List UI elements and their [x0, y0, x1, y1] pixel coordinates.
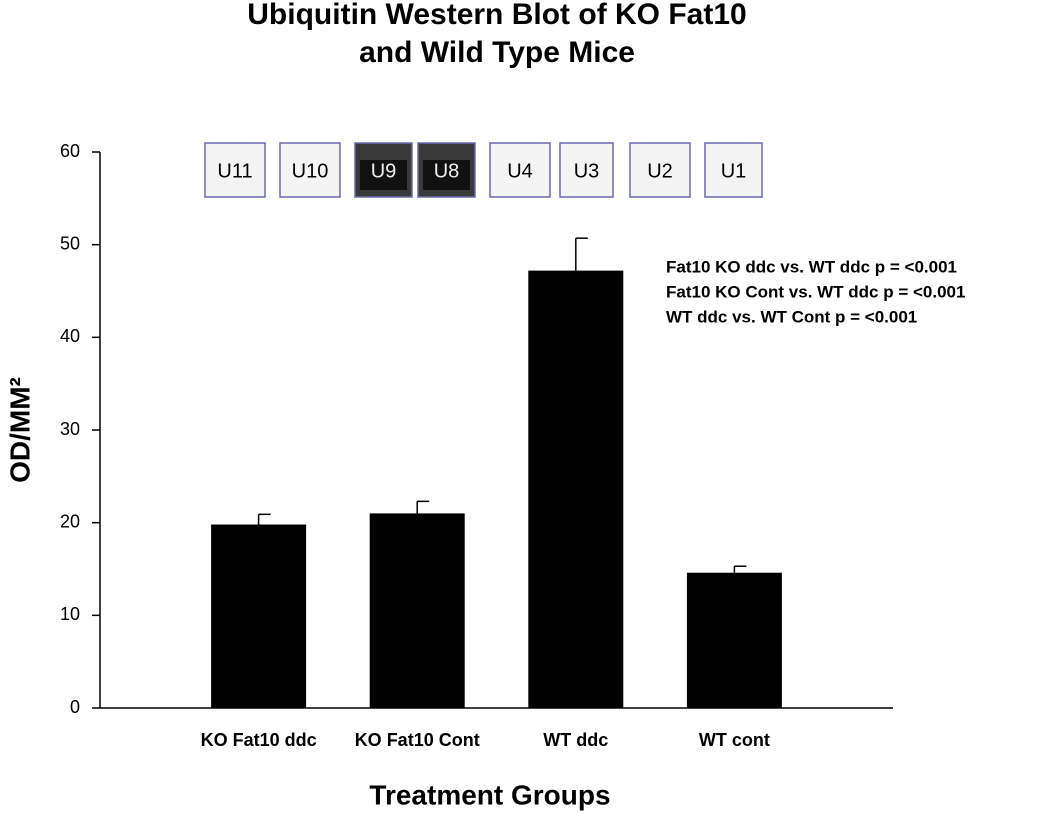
blot-lane	[204, 142, 266, 198]
chart-title: and Wild Type Mice	[359, 36, 635, 69]
bar	[528, 270, 624, 708]
bar	[369, 513, 465, 708]
blot-lane	[704, 142, 763, 198]
blot-label: U4	[507, 160, 533, 182]
y-tick-label: 20	[60, 511, 80, 531]
bar	[686, 572, 782, 708]
blot-lane	[629, 142, 691, 198]
blot-lane	[559, 142, 614, 198]
annotation: Fat10 KO Cont vs. WT ddc p = <0.001	[666, 282, 965, 301]
bar	[211, 524, 307, 708]
annotation: WT ddc vs. WT Cont p = <0.001	[666, 307, 917, 326]
blot-label: U1	[721, 160, 747, 182]
x-tick-label: KO Fat10 Cont	[355, 730, 480, 750]
y-tick-label: 60	[60, 141, 80, 161]
x-axis-title: Treatment Groups	[369, 779, 610, 810]
y-tick-label: 40	[60, 326, 80, 346]
blot-band	[423, 160, 470, 190]
x-tick-label: KO Fat10 ddc	[201, 730, 317, 750]
blot-label: U9	[371, 160, 397, 182]
y-tick-label: 10	[60, 604, 80, 624]
blot-lane	[489, 142, 551, 198]
blot-label: U10	[292, 160, 329, 182]
annotation: Fat10 KO ddc vs. WT ddc p = <0.001	[666, 257, 957, 276]
y-tick-label: 0	[70, 697, 80, 717]
blot-lane	[279, 142, 341, 198]
blot-label: U2	[647, 160, 673, 182]
y-tick-label: 30	[60, 419, 80, 439]
blot-label: U8	[434, 160, 460, 182]
blot-label: U11	[217, 160, 252, 182]
chart-title: Ubiquitin Western Blot of KO Fat10	[247, 0, 746, 31]
blot-label: U3	[574, 160, 600, 182]
blot-band	[360, 160, 407, 190]
x-tick-label: WT cont	[699, 730, 770, 750]
y-axis-title: OD/MM²	[4, 377, 35, 483]
y-tick-label: 50	[60, 233, 80, 253]
x-tick-label: WT ddc	[543, 730, 608, 750]
